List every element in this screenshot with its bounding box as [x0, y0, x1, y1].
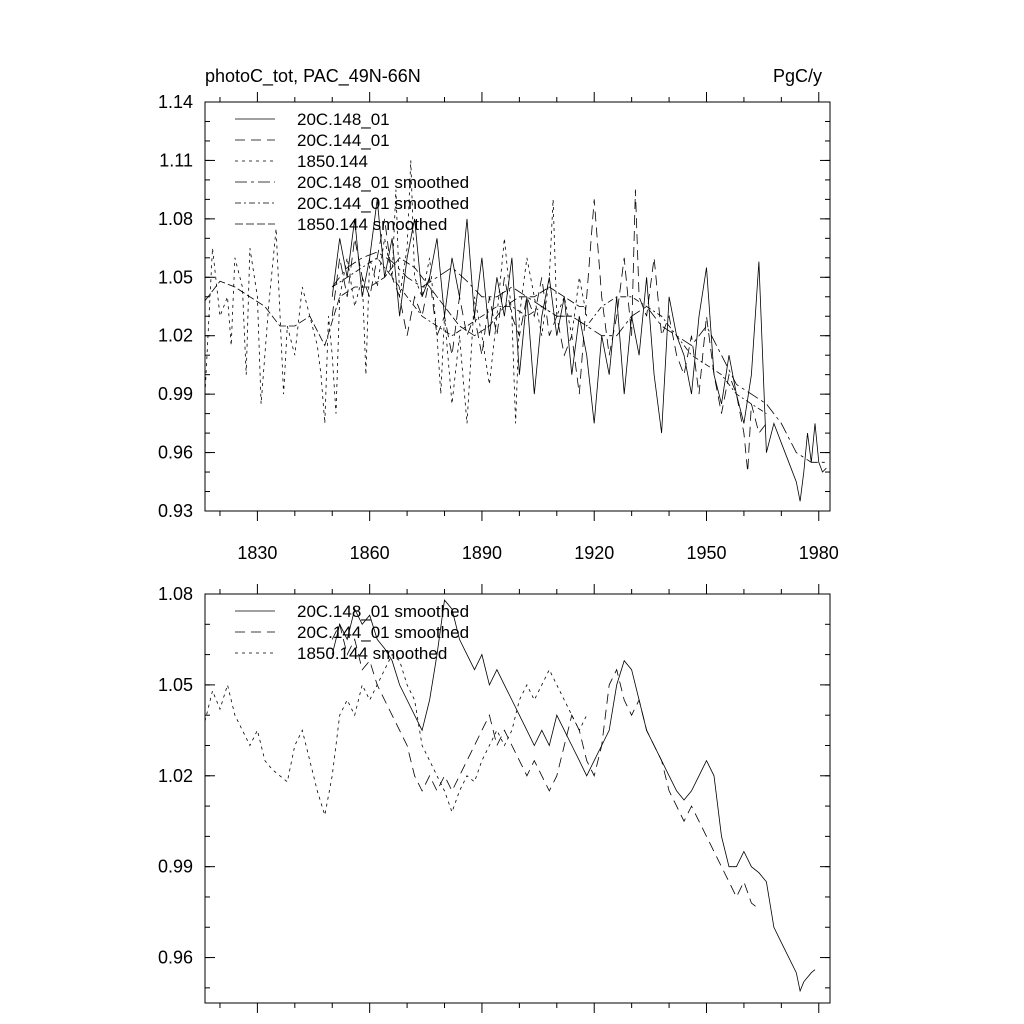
y-tick-label: 1.08: [158, 209, 193, 229]
chart-title: photoC_tot, PAC_49N-66N: [205, 66, 421, 87]
legend-entry: 20C.144_01 smoothed: [297, 194, 469, 213]
plot-frame: [204, 101, 831, 512]
bottom-panel: 0.96 0.99 1.02 1.05 1.08 20C.148_01 smoothed 2…: [158, 584, 831, 1013]
y-tick-label: 1.08: [158, 584, 193, 604]
y-tick-label: 1.11: [159, 150, 193, 170]
legend-entry: 20C.144_01 smoothed: [297, 623, 469, 642]
legend-entry: 20C.144_01: [297, 131, 390, 150]
legend-entry: 1850.144 smoothed: [297, 215, 447, 234]
x-tick-label: 1920: [574, 543, 614, 563]
series-line: [331, 257, 767, 414]
plot-frame: [204, 593, 831, 1004]
y-tick-label: 1.02: [158, 326, 193, 346]
chart-units: PgC/y: [773, 66, 822, 86]
legend-entry: 20C.148_01 smoothed: [297, 173, 469, 192]
x-tick-label: 1950: [686, 543, 726, 563]
top-panel: photoC_tot, PAC_49N-66N PgC/y 0.93 0.96 0.99…: [158, 66, 839, 563]
series-line: [331, 199, 827, 502]
legend-entry: 20C.148_01 smoothed: [297, 602, 469, 621]
legend-entry: 1850.144: [297, 152, 368, 171]
y-tick-label: 0.99: [158, 384, 193, 404]
series-line: [204, 653, 588, 816]
y-tick-label: 1.05: [158, 675, 193, 695]
y-tick-label: 1.02: [158, 766, 193, 786]
series-line: [204, 257, 587, 347]
y-tick-label: 0.96: [158, 443, 193, 463]
series-line: [204, 160, 588, 424]
series-line: [331, 599, 816, 993]
y-tick-label: 1.14: [158, 92, 193, 112]
x-tick-label: 1980: [799, 543, 839, 563]
x-tick-label: 1890: [462, 543, 502, 563]
legend-entry: 1850.144 smoothed: [297, 644, 447, 663]
x-tick-label: 1830: [237, 543, 277, 563]
x-tick-label: 1860: [350, 543, 390, 563]
legend-entry: 20C.148_01: [297, 110, 390, 129]
y-tick-label: 0.99: [158, 857, 193, 877]
y-tick-label: 1.05: [158, 267, 193, 287]
y-tick-label: 0.93: [158, 501, 193, 521]
y-tick-label: 0.96: [158, 948, 193, 968]
series-line: [331, 623, 760, 910]
